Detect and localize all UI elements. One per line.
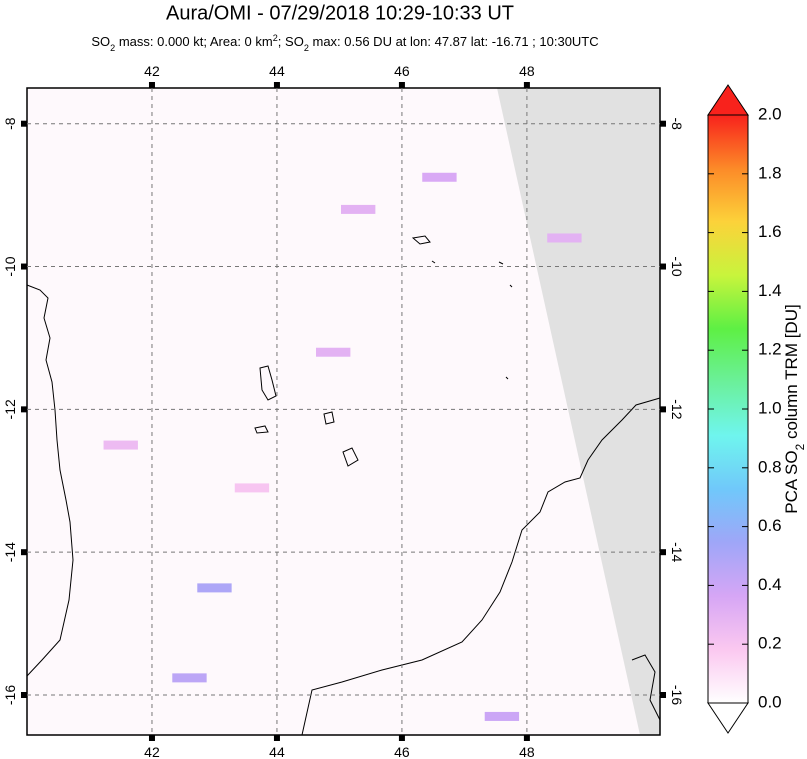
no-data-swath [497, 88, 660, 735]
so2-pixel [484, 711, 520, 721]
colorbar-tick-label: 1.8 [758, 163, 782, 182]
y-tick-label: -10 [2, 256, 18, 276]
y-tick-label: -12 [669, 399, 685, 419]
colorbar-extend-low [707, 702, 749, 734]
y-tick-label: -8 [2, 117, 18, 130]
x-tick-label: 44 [269, 63, 285, 79]
coastline [26, 284, 74, 677]
so2-pixel [197, 583, 232, 593]
so2-pixel [341, 204, 376, 214]
x-tick-label: 46 [394, 63, 410, 79]
colorbar-tick-label: 0.4 [758, 575, 782, 594]
coastline [301, 397, 661, 736]
y-tick-label: -16 [2, 685, 18, 705]
colorbar-tick-label: 0.2 [758, 634, 782, 653]
colorbar-label: PCA SO2 column TRM [DU] [782, 304, 807, 513]
text-part: 2 [304, 43, 309, 53]
island [431, 260, 436, 264]
island [254, 425, 269, 434]
text-part: PCA SO [782, 450, 801, 513]
colorbar-tick-label: 0.0 [758, 692, 782, 711]
colorbar-tick-label: 1.2 [758, 340, 782, 359]
coastlines [26, 235, 661, 736]
text-part: ; SO [278, 34, 304, 49]
text-part: 2 [793, 443, 807, 450]
colorbar-tick-label: 1.4 [758, 281, 782, 300]
colorbar-extend-high [707, 84, 749, 116]
colorbar-tick-label: 1.0 [758, 398, 782, 417]
coastline [631, 654, 661, 721]
x-tick-label: 46 [394, 744, 410, 759]
so2-pixel [547, 233, 582, 243]
text-part: SO [91, 34, 110, 49]
y-tick-label: -14 [2, 542, 18, 562]
pixel-layer [103, 172, 582, 721]
colorbar-tick-label: 0.6 [758, 516, 782, 535]
so2-pixel [422, 172, 457, 182]
text-part: column TRM [DU] [782, 304, 801, 444]
y-tick-label: -16 [669, 685, 685, 705]
colorbar [707, 114, 749, 704]
so2-pixel [316, 347, 351, 357]
colorbar-tick-label: 1.6 [758, 222, 782, 241]
island [259, 365, 277, 401]
island [411, 235, 431, 245]
x-tick-label: 44 [269, 744, 285, 759]
text-part: max: 0.56 DU at lon: 47.87 lat: -16.71 ;… [309, 34, 599, 49]
x-tick-label: 42 [144, 744, 160, 759]
island [498, 261, 513, 380]
island [342, 447, 359, 467]
text-part: mass: 0.000 kt; Area: 0 km [115, 34, 273, 49]
colorbar-tick-label: 2.0 [758, 104, 782, 123]
chart-title: Aura/OMI - 07/29/2018 10:29-10:33 UT [166, 2, 514, 24]
so2-pixel [172, 673, 207, 683]
subtitle: SO2 mass: 0.000 kt; Area: 0 km2; SO2 max… [91, 33, 598, 53]
x-tick-label: 48 [519, 744, 535, 759]
text-part: 2 [273, 33, 278, 43]
so2-pixel [234, 483, 270, 493]
y-tick-label: -10 [669, 256, 685, 276]
y-tick-label: -8 [669, 117, 685, 130]
y-tick-label: -12 [2, 399, 18, 419]
y-tick-label: -14 [669, 542, 685, 562]
x-tick-label: 48 [519, 63, 535, 79]
text-part: 2 [110, 43, 115, 53]
colorbar-tick-label: 0.8 [758, 457, 782, 476]
so2-pixel [103, 440, 138, 450]
island [323, 411, 335, 425]
x-tick-label: 42 [144, 63, 160, 79]
